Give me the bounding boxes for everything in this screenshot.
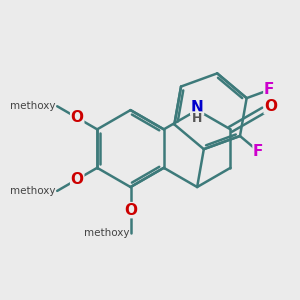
Text: O: O — [264, 99, 277, 114]
Text: O: O — [71, 110, 84, 125]
Text: F: F — [253, 144, 263, 159]
Text: methoxy: methoxy — [84, 228, 129, 238]
Text: methoxy: methoxy — [10, 101, 56, 111]
Text: methoxy: methoxy — [10, 186, 56, 196]
Text: F: F — [264, 82, 274, 98]
Text: H: H — [192, 112, 202, 124]
Text: N: N — [191, 100, 203, 115]
Text: O: O — [71, 172, 84, 187]
Text: O: O — [124, 202, 137, 217]
